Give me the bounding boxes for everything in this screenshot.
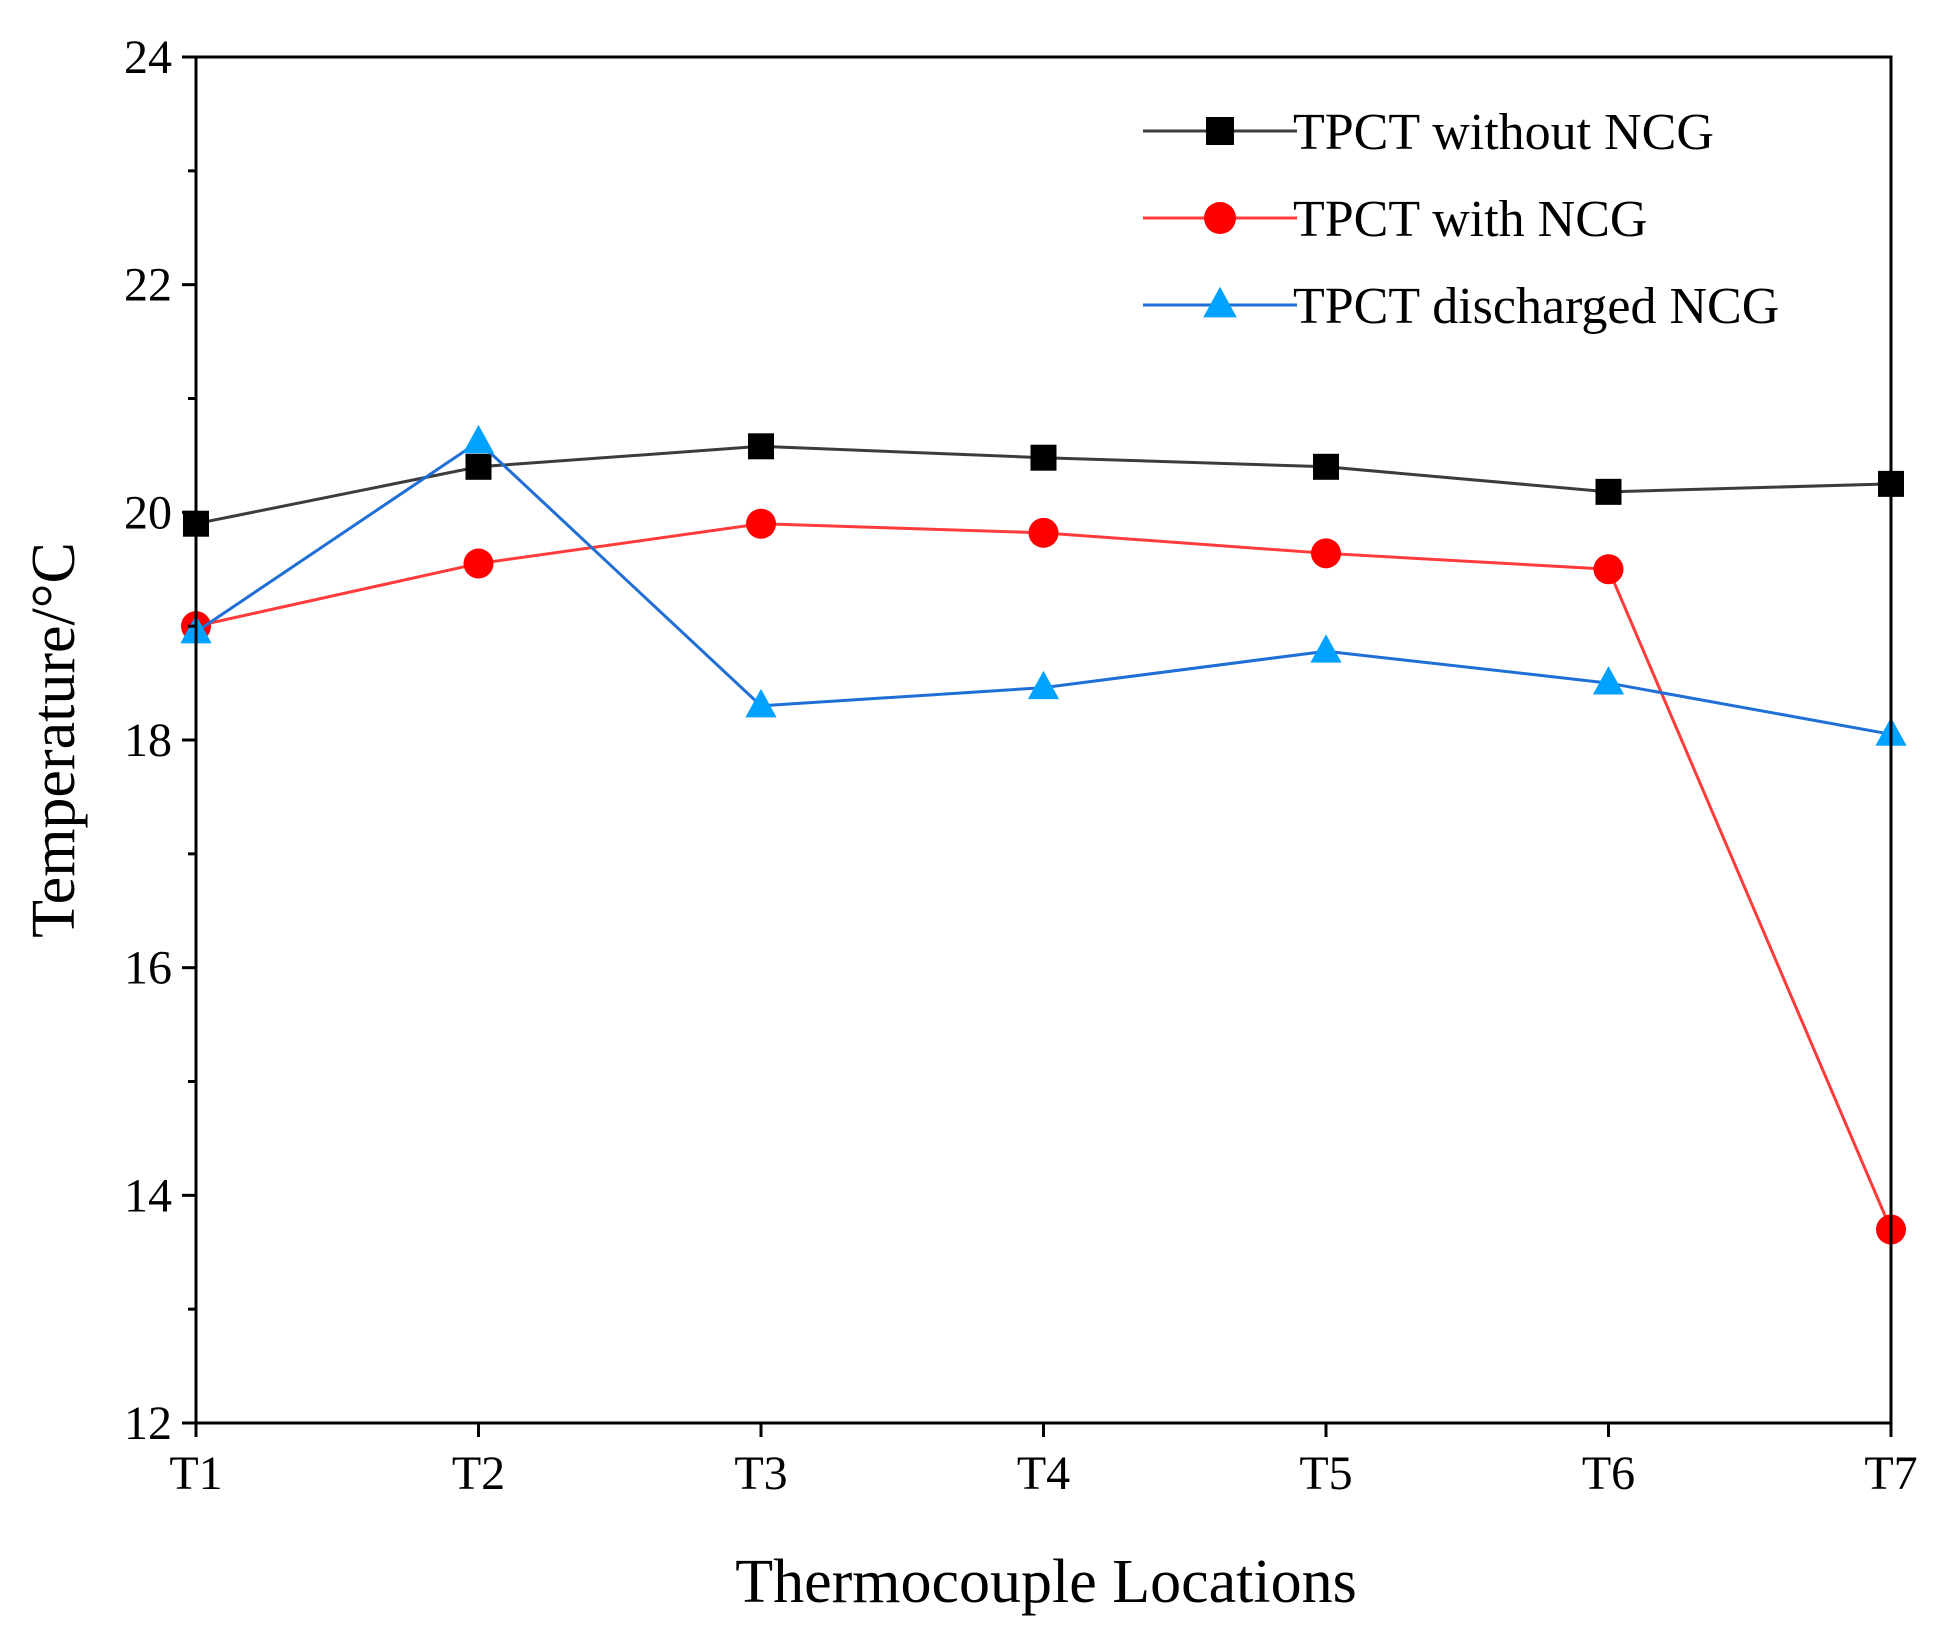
data-point bbox=[1028, 517, 1059, 548]
data-point bbox=[1593, 554, 1624, 585]
y-tick-label: 24 bbox=[124, 31, 172, 84]
legend: TPCT without NCG TPCT with NCG TPCT discha… bbox=[1143, 104, 1779, 335]
data-point bbox=[746, 508, 776, 539]
series-1 bbox=[183, 433, 1904, 537]
data-point bbox=[748, 433, 774, 460]
legend-marker bbox=[1206, 117, 1234, 145]
legend-label: TPCT with NCG bbox=[1293, 191, 1647, 248]
series-line bbox=[195, 522, 1893, 1231]
x-tick-label: T3 bbox=[734, 1447, 787, 1500]
y-tick-label: 12 bbox=[124, 1397, 172, 1450]
data-point bbox=[1313, 453, 1339, 480]
x-tick-label: T5 bbox=[1299, 1447, 1352, 1500]
x-tick-label: T4 bbox=[1017, 1447, 1070, 1500]
legend-item: TPCT without NCG bbox=[1143, 104, 1714, 161]
y-tick-label: 22 bbox=[124, 259, 172, 312]
y-tick-label: 14 bbox=[124, 1169, 172, 1222]
data-point bbox=[465, 453, 492, 480]
x-tick-label: T2 bbox=[452, 1447, 505, 1500]
legend-item: TPCT with NCG bbox=[1143, 191, 1647, 248]
legend-label: TPCT without NCG bbox=[1293, 104, 1714, 161]
data-point bbox=[463, 548, 494, 579]
series-layer bbox=[180, 424, 1907, 1245]
legend-marker bbox=[1204, 202, 1236, 234]
data-point bbox=[745, 688, 777, 718]
legend-label: TPCT discharged NCG bbox=[1293, 278, 1779, 335]
data-point bbox=[1310, 634, 1342, 663]
x-tick-label: T1 bbox=[169, 1447, 222, 1500]
data-point bbox=[1311, 538, 1341, 569]
legend-marker bbox=[1203, 286, 1237, 318]
data-point bbox=[1592, 666, 1625, 695]
y-tick-label: 16 bbox=[124, 942, 172, 995]
x-axis-title: Thermocouple Locations bbox=[735, 1548, 1357, 1616]
x-tick-label: T6 bbox=[1582, 1447, 1635, 1500]
series-2 bbox=[181, 508, 1906, 1245]
y-tick-label: 20 bbox=[124, 486, 172, 539]
data-point bbox=[1030, 444, 1057, 471]
data-point bbox=[1027, 670, 1060, 700]
data-point bbox=[462, 424, 495, 454]
plot-frame bbox=[194, 55, 1893, 1425]
data-point bbox=[1595, 478, 1622, 505]
y-axis-title: Temperature/°C bbox=[20, 542, 88, 938]
y-tick-label: 18 bbox=[124, 714, 172, 767]
axes-layer: 12 14 16 18 20 22 24 T1 T2 T3 T4 T5 T6 T7 bbox=[124, 31, 1918, 1500]
series-3 bbox=[180, 424, 1907, 746]
legend-item: TPCT discharged NCG bbox=[1143, 278, 1779, 335]
x-tick-label: T7 bbox=[1864, 1447, 1917, 1500]
